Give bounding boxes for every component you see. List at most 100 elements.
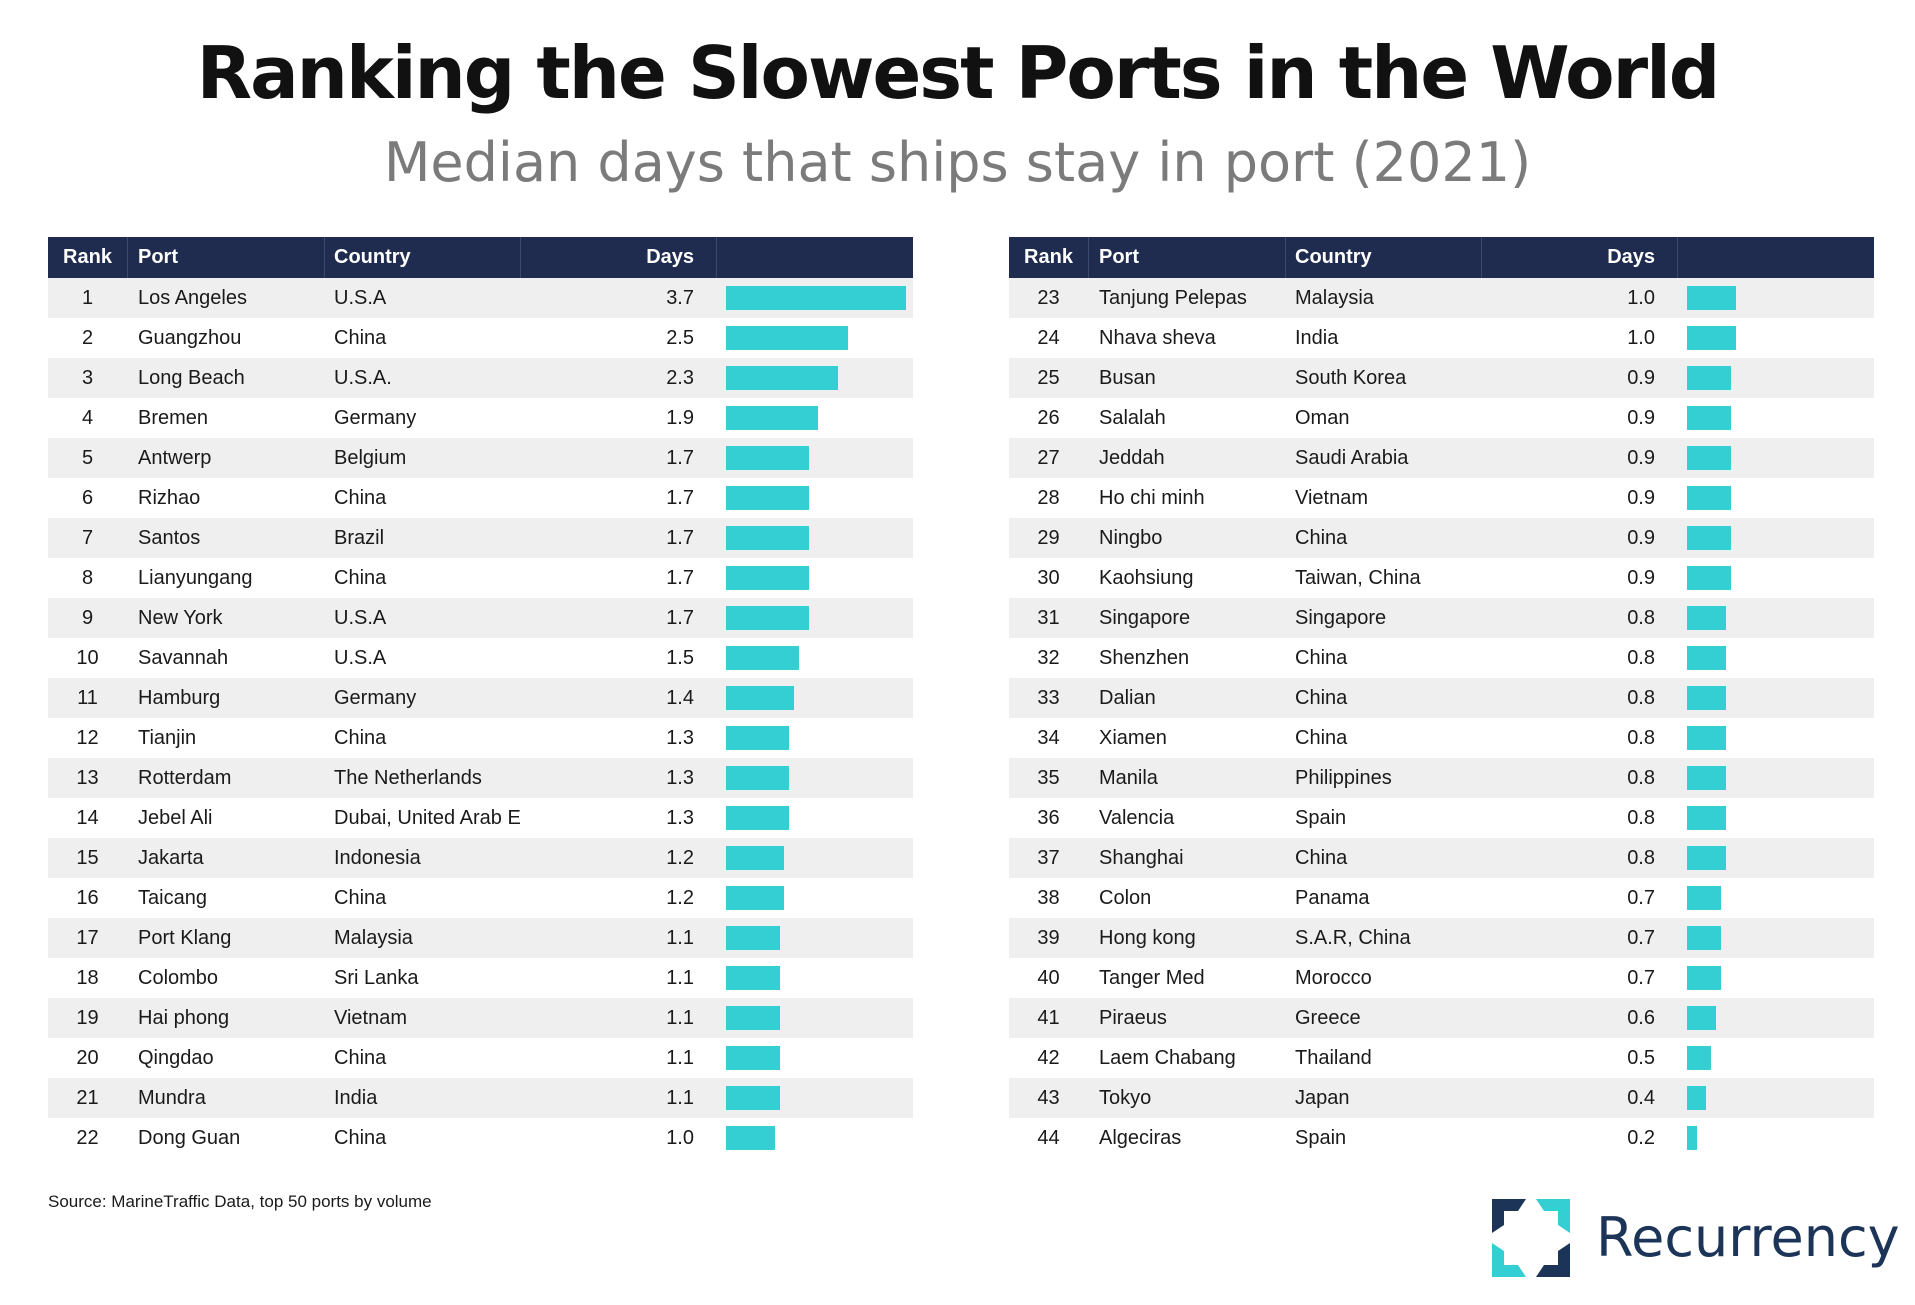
header-days: Days bbox=[1607, 246, 1655, 268]
rank-cell: 12 bbox=[76, 727, 99, 749]
days-bar bbox=[726, 606, 809, 630]
days-cell: 1.7 bbox=[666, 447, 694, 469]
days-bar bbox=[726, 1086, 780, 1110]
rank-cell: 13 bbox=[76, 767, 99, 789]
port-cell: Guangzhou bbox=[138, 327, 242, 349]
table-row: 10 Savannah U.S.A 1.5 bbox=[48, 638, 913, 678]
days-cell: 1.3 bbox=[666, 767, 694, 789]
days-cell: 0.9 bbox=[1627, 407, 1655, 429]
port-cell: Manila bbox=[1099, 767, 1158, 789]
country-cell: China bbox=[1295, 687, 1348, 709]
days-cell: 0.9 bbox=[1627, 527, 1655, 549]
days-cell: 0.8 bbox=[1627, 767, 1655, 789]
days-cell: 0.7 bbox=[1627, 887, 1655, 909]
days-bar bbox=[1687, 646, 1726, 670]
country-cell: China bbox=[334, 327, 387, 349]
days-cell: 1.0 bbox=[1627, 287, 1655, 309]
country-cell: China bbox=[1295, 847, 1348, 869]
source-note: Source: MarineTraffic Data, top 50 ports… bbox=[48, 1192, 432, 1211]
country-cell: Sri Lanka bbox=[334, 967, 419, 989]
country-cell: Belgium bbox=[334, 447, 407, 469]
port-cell: Antwerp bbox=[138, 447, 212, 469]
rank-cell: 44 bbox=[1037, 1127, 1060, 1149]
country-cell: S.A.R, China bbox=[1295, 927, 1411, 949]
country-cell: China bbox=[1295, 727, 1348, 749]
table-row: 39 Hong kong S.A.R, China 0.7 bbox=[1009, 918, 1874, 958]
country-cell: India bbox=[334, 1087, 378, 1109]
rank-cell: 20 bbox=[76, 1047, 99, 1069]
rank-cell: 19 bbox=[76, 1007, 99, 1029]
table-row: 13 Rotterdam The Netherlands 1.3 bbox=[48, 758, 913, 798]
rank-cell: 42 bbox=[1037, 1047, 1060, 1069]
days-bar bbox=[726, 966, 780, 990]
days-bar bbox=[1687, 366, 1731, 390]
country-cell: China bbox=[334, 1047, 387, 1069]
table-row: 42 Laem Chabang Thailand 0.5 bbox=[1009, 1038, 1874, 1078]
country-cell: Dubai, United Arab Emirates bbox=[334, 807, 520, 829]
table-row: 11 Hamburg Germany 1.4 bbox=[48, 678, 913, 718]
days-bar bbox=[726, 566, 809, 590]
days-bar bbox=[1687, 566, 1731, 590]
days-cell: 0.9 bbox=[1627, 567, 1655, 589]
country-cell: South Korea bbox=[1295, 367, 1407, 389]
port-cell: Savannah bbox=[138, 647, 229, 669]
days-cell: 0.7 bbox=[1627, 967, 1655, 989]
rank-cell: 32 bbox=[1037, 647, 1060, 669]
days-bar bbox=[726, 486, 809, 510]
days-bar bbox=[1687, 1126, 1697, 1150]
country-cell: The Netherlands bbox=[334, 767, 482, 789]
rank-cell: 10 bbox=[76, 647, 99, 669]
days-bar bbox=[726, 286, 906, 310]
port-cell: Rotterdam bbox=[138, 767, 232, 789]
days-cell: 0.8 bbox=[1627, 807, 1655, 829]
table-row: 40 Tanger Med Morocco 0.7 bbox=[1009, 958, 1874, 998]
days-cell: 1.2 bbox=[666, 887, 694, 909]
days-bar bbox=[1687, 326, 1736, 350]
table-row: 17 Port Klang Malaysia 1.1 bbox=[48, 918, 913, 958]
rank-cell: 39 bbox=[1037, 927, 1060, 949]
days-cell: 0.4 bbox=[1627, 1087, 1655, 1109]
days-cell: 1.7 bbox=[666, 607, 694, 629]
days-cell: 1.2 bbox=[666, 847, 694, 869]
rank-cell: 7 bbox=[81, 527, 94, 549]
table-row: 43 Tokyo Japan 0.4 bbox=[1009, 1078, 1874, 1118]
recurrency-logo-icon bbox=[1492, 1199, 1570, 1277]
port-cell: Hai phong bbox=[138, 1007, 230, 1029]
header-port: Port bbox=[1099, 246, 1139, 268]
rank-cell: 18 bbox=[76, 967, 99, 989]
days-bar bbox=[726, 1006, 780, 1030]
table-row: 5 Antwerp Belgium 1.7 bbox=[48, 438, 913, 478]
rank-cell: 4 bbox=[81, 407, 94, 429]
table-row: 12 Tianjin China 1.3 bbox=[48, 718, 913, 758]
country-cell: Malaysia bbox=[1295, 287, 1374, 309]
days-bar bbox=[726, 366, 838, 390]
port-cell: Tanjung Pelepas bbox=[1099, 287, 1247, 309]
port-cell: Algeciras bbox=[1099, 1127, 1182, 1149]
table-row: 30 Kaohsiung Taiwan, China 0.9 bbox=[1009, 558, 1874, 598]
days-cell: 1.1 bbox=[666, 1087, 694, 1109]
port-cell: Ho chi minh bbox=[1099, 487, 1205, 509]
days-bar bbox=[1687, 486, 1731, 510]
table-row: 19 Hai phong Vietnam 1.1 bbox=[48, 998, 913, 1038]
port-cell: Xiamen bbox=[1099, 727, 1167, 749]
country-cell: China bbox=[334, 1127, 387, 1149]
table-row: 34 Xiamen China 0.8 bbox=[1009, 718, 1874, 758]
port-cell: Singapore bbox=[1099, 607, 1191, 629]
header-days: Days bbox=[646, 246, 694, 268]
table-row: 29 Ningbo China 0.9 bbox=[1009, 518, 1874, 558]
country-cell: Indonesia bbox=[334, 847, 421, 869]
days-cell: 1.0 bbox=[666, 1127, 694, 1149]
days-cell: 0.6 bbox=[1627, 1007, 1655, 1029]
days-bar bbox=[1687, 446, 1731, 470]
country-cell: Germany bbox=[334, 687, 417, 709]
rank-cell: 29 bbox=[1037, 527, 1060, 549]
country-cell: India bbox=[1295, 327, 1339, 349]
rank-cell: 25 bbox=[1037, 367, 1060, 389]
table-row: 14 Jebel Ali Dubai, United Arab Emirates 1.… bbox=[48, 798, 913, 838]
days-cell: 0.8 bbox=[1627, 647, 1655, 669]
days-cell: 0.9 bbox=[1627, 367, 1655, 389]
country-cell: Germany bbox=[334, 407, 417, 429]
table-row: 27 Jeddah Saudi Arabia 0.9 bbox=[1009, 438, 1874, 478]
port-cell: Piraeus bbox=[1099, 1007, 1167, 1029]
table-row: 9 New York U.S.A 1.7 bbox=[48, 598, 913, 638]
